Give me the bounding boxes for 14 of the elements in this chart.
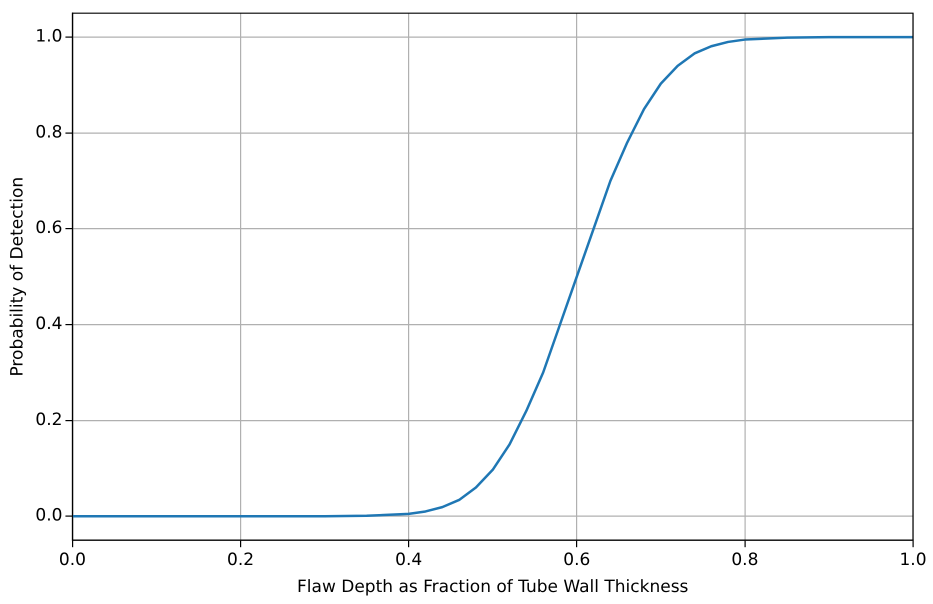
x-axis-title: Flaw Depth as Fraction of Tube Wall Thickness xyxy=(297,577,689,598)
y-tick-label: 0.0 xyxy=(35,506,62,526)
y-tick-label: 1.0 xyxy=(35,26,62,47)
y-tick-label: 0.6 xyxy=(35,218,62,238)
y-tick-label: 0.4 xyxy=(35,314,62,334)
x-tick-label: 0.0 xyxy=(58,550,86,570)
x-tick-label: 0.8 xyxy=(731,550,758,570)
y-axis-title: Probability of Detection xyxy=(8,176,28,377)
x-tick-label: 0.2 xyxy=(227,550,254,570)
x-tick-label: 1.0 xyxy=(899,550,927,570)
x-tick-label: 0.4 xyxy=(395,550,422,570)
y-tick-label: 0.8 xyxy=(35,122,62,142)
x-tick-label: 0.6 xyxy=(563,550,590,570)
y-tick-label: 0.2 xyxy=(35,410,62,430)
